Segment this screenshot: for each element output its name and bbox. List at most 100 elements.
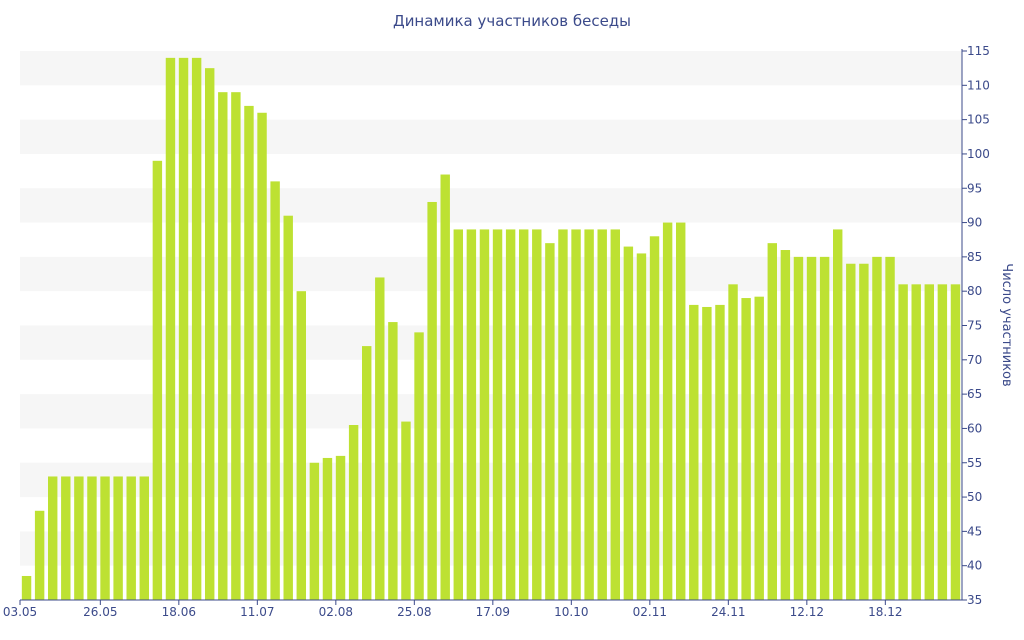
y-axis-label: Число участников [999,263,1014,386]
bar [440,174,450,600]
bar [793,256,804,600]
grid-band [20,119,962,154]
grid-band [20,531,962,566]
x-tick-label: 18.12 [868,605,902,619]
bar [518,229,529,601]
grid-band [20,394,962,429]
bar [898,284,908,600]
bar [911,284,921,600]
y-tick-label: 90 [967,216,982,230]
bar [584,229,594,601]
bar [492,229,503,601]
x-axis: 03.05 26.05 18.06 11.07 02.08 25.08 17.09 10.10… [3,599,962,619]
y-tick-label: 105 [967,113,990,127]
bar [571,229,581,601]
bar [649,236,660,600]
bar [335,455,346,600]
bar [545,243,555,600]
bar [218,92,228,601]
x-tick-label: 10.10 [554,605,588,619]
bar [100,476,110,600]
x-tick-label: 11.07 [240,605,274,619]
grid-band [20,51,962,86]
bar [231,92,241,601]
x-tick-label: 02.11 [633,605,667,619]
grid-band [20,188,962,223]
bar [623,246,634,601]
y-tick-label: 65 [967,387,982,401]
y-tick-label: 95 [967,181,982,195]
y-axis: 35 40 45 50 55 60 65 70 75 80 85 90 95 100 105 110 115 Чи… [961,44,1014,607]
bar [662,222,673,600]
bar [532,229,542,601]
bar [754,296,764,600]
bar [388,322,398,600]
bar [47,476,58,600]
grid-band [20,462,962,498]
bar [348,425,359,600]
bar [283,215,293,600]
bar [427,201,437,600]
bar [375,277,385,600]
bar [924,284,935,600]
bar [191,57,202,601]
bar [741,298,751,600]
y-tick-label: 40 [967,559,982,573]
bar [675,222,686,600]
bar [204,68,215,600]
bar [610,229,621,601]
y-tick-label: 45 [967,524,982,538]
bar [296,291,307,600]
y-tick-label: 60 [967,421,982,435]
bar [780,250,791,600]
grid-band [20,256,962,292]
bar [309,462,320,600]
bar [152,160,163,601]
bar [872,256,882,600]
grid-bands [20,51,962,566]
y-tick-label: 80 [967,284,982,298]
bar [702,306,712,600]
chart-title: Динамика участников беседы [392,12,632,30]
x-tick-label: 25.08 [397,605,431,619]
bar [113,476,123,600]
x-tick-label: 12.12 [790,605,824,619]
grid-band [20,325,962,360]
x-tick-label: 24.11 [711,605,745,619]
bar [689,304,699,600]
bar [414,332,424,600]
bar [597,229,607,601]
x-tick-label: 03.05 [3,605,37,619]
bar [885,256,895,600]
bar [505,229,516,601]
bar [361,346,372,600]
bar [715,304,725,600]
bar [859,263,869,600]
bar [950,284,961,600]
bar [401,421,411,600]
bar [453,229,464,601]
bar [165,57,176,601]
bar [178,57,189,601]
bar [767,243,778,600]
x-tick-label: 02.08 [319,605,353,619]
y-tick-label: 55 [967,456,982,470]
bar [257,112,267,600]
bar [34,510,45,600]
bar [322,457,333,600]
bar [87,476,97,600]
bar [636,253,647,600]
y-tick-label: 50 [967,490,982,504]
bar [558,229,568,601]
bar [126,476,136,600]
y-tick-label: 100 [967,147,990,161]
y-tick-label: 115 [967,44,990,58]
y-tick-label: 85 [967,250,982,264]
bar [21,575,32,600]
y-tick-label: 75 [967,319,982,333]
bar [819,256,830,600]
y-tick-label: 35 [967,593,982,607]
x-tick-label: 26.05 [83,605,117,619]
